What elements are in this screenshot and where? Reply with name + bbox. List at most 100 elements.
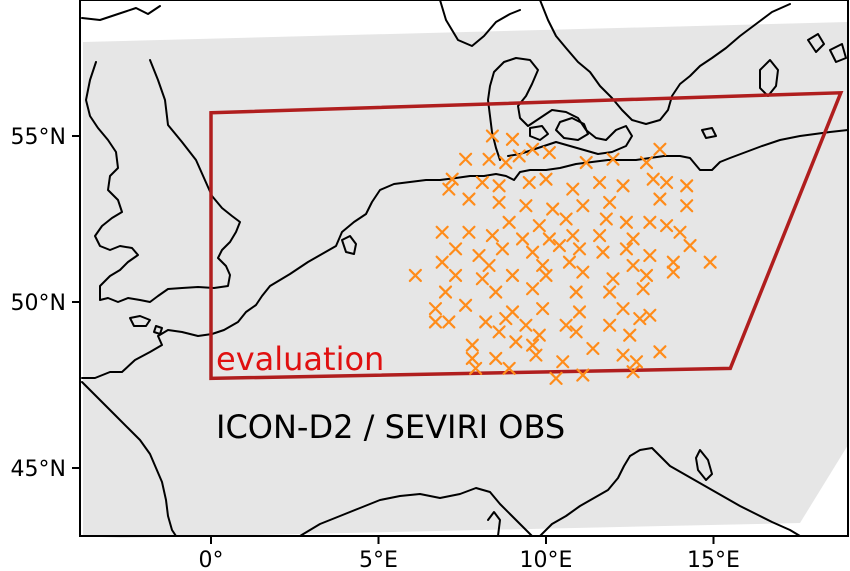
- observation-marker: [556, 355, 570, 369]
- observation-marker: [502, 215, 516, 229]
- coastline-jutland: [487, 57, 633, 161]
- coastline-funen: [529, 125, 549, 141]
- observation-marker: [499, 155, 513, 170]
- observation-marker: [680, 199, 694, 213]
- x-tick-label: 0°: [199, 548, 224, 571]
- observation-marker: [586, 341, 600, 356]
- observation-marker: [593, 175, 607, 190]
- observation-marker: [462, 225, 476, 239]
- x-tick-label: 5°E: [359, 548, 398, 571]
- observation-marker: [448, 268, 463, 283]
- observation-marker: [572, 305, 587, 319]
- observation-marker: [489, 285, 503, 299]
- observation-marker: [653, 142, 667, 156]
- observation-marker: [703, 255, 717, 269]
- observation-marker: [566, 229, 580, 243]
- observation-marker: [519, 199, 533, 213]
- observation-marker: [539, 172, 553, 186]
- observation-marker: [666, 255, 680, 269]
- observation-marker: [459, 298, 473, 312]
- observation-marker: [522, 175, 536, 190]
- observation-marker: [633, 312, 647, 326]
- observation-marker: [666, 265, 680, 279]
- observation-marker: [673, 225, 687, 239]
- observation-marker: [475, 272, 489, 286]
- observation-marker: [472, 248, 486, 263]
- observation-marker: [536, 302, 550, 316]
- observation-marker: [442, 182, 456, 196]
- y-tick-label: 55°N: [11, 125, 66, 150]
- coastline-baltic-islands: [759, 33, 847, 97]
- observation-marker: [526, 282, 540, 296]
- observation-marker: [660, 175, 674, 190]
- observation-marker: [435, 255, 449, 269]
- observation-marker: [626, 232, 640, 246]
- axis-ticks: 0° 5°E 10°E 15°E 55°N 50°N 45°N: [11, 125, 740, 571]
- observation-marker: [596, 245, 610, 259]
- observation-marker: [502, 361, 516, 375]
- observation-marker: [552, 238, 566, 253]
- observation-marker: [428, 302, 443, 316]
- observation-marker: [515, 232, 530, 246]
- map-frame: [79, 0, 849, 537]
- observation-marker: [462, 192, 476, 206]
- observation-marker: [492, 195, 506, 209]
- y-tick-label: 45°N: [11, 457, 66, 482]
- observation-marker: [435, 225, 449, 239]
- observation-marker: [549, 371, 563, 385]
- coastline-scotland-north: [81, 5, 161, 21]
- observation-marker: [646, 172, 660, 186]
- coastline-zealand: [555, 117, 589, 141]
- observation-marker: [479, 315, 493, 329]
- observation-marker: [539, 268, 553, 283]
- observation-marker: [619, 242, 633, 256]
- observation-marker: [603, 195, 617, 209]
- observation-marker: [529, 348, 543, 362]
- observation-marker: [603, 285, 617, 299]
- observation-marker: [643, 248, 657, 263]
- observation-marker: [536, 258, 550, 273]
- coastline-continent: [81, 129, 848, 379]
- observation-marker: [623, 328, 637, 342]
- observation-marker: [408, 268, 422, 283]
- observation-marker: [639, 155, 654, 170]
- observation-marker: [653, 345, 667, 359]
- observation-marker: [505, 132, 520, 146]
- observation-marker: [442, 315, 456, 329]
- coastline-mediterranean: [299, 487, 533, 536]
- observation-marker: [465, 338, 479, 352]
- coastline-isle-of-wight: [129, 315, 151, 327]
- observation-marker: [485, 129, 499, 143]
- observation-marker: [532, 219, 546, 233]
- coastline-biscay: [81, 381, 177, 536]
- observation-marker: [576, 368, 590, 382]
- observation-marker: [606, 272, 620, 286]
- observation-marker: [643, 215, 657, 229]
- observation-marker: [505, 268, 520, 283]
- coastline-bornholm: [701, 127, 717, 139]
- observation-marker: [526, 338, 540, 352]
- observation-marker: [526, 245, 540, 259]
- coastline-italy-west: [539, 455, 631, 536]
- observation-marker: [616, 302, 630, 316]
- evaluation-region-outline: [209, 90, 844, 381]
- observation-marker: [438, 285, 453, 299]
- observation-marker: [526, 142, 540, 156]
- coastline-scandinavia: [439, 0, 791, 125]
- observation-marker: [639, 268, 654, 283]
- observation-marker: [636, 282, 650, 296]
- observation-marker: [603, 318, 617, 332]
- coastline-istria: [695, 449, 713, 481]
- coastline-corsica: [487, 511, 501, 536]
- observation-marker: [619, 215, 633, 229]
- observation-marker: [475, 175, 489, 190]
- observation-marker: [542, 146, 556, 160]
- observation-marker: [576, 265, 590, 279]
- observation-marker: [512, 149, 526, 163]
- coastline-adriatic: [629, 447, 801, 536]
- observation-marker: [593, 229, 607, 243]
- observation-marker: [680, 179, 694, 193]
- observation-marker: [492, 179, 506, 193]
- coastlines: [81, 0, 848, 536]
